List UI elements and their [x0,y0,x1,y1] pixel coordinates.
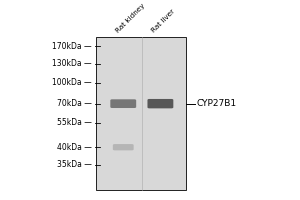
FancyBboxPatch shape [113,144,134,150]
Text: 130kDa —: 130kDa — [52,59,92,68]
FancyBboxPatch shape [148,99,173,108]
Text: CYP27B1: CYP27B1 [196,99,236,108]
Text: Rat kidney: Rat kidney [114,3,146,34]
Text: Rat liver: Rat liver [150,8,176,34]
Text: 70kDa —: 70kDa — [57,99,92,108]
FancyBboxPatch shape [97,37,186,190]
Text: 55kDa —: 55kDa — [57,118,92,127]
Text: 40kDa —: 40kDa — [57,143,92,152]
FancyBboxPatch shape [110,99,136,108]
Text: 100kDa —: 100kDa — [52,78,92,87]
Text: 170kDa —: 170kDa — [52,42,92,51]
Text: 35kDa —: 35kDa — [57,160,92,169]
